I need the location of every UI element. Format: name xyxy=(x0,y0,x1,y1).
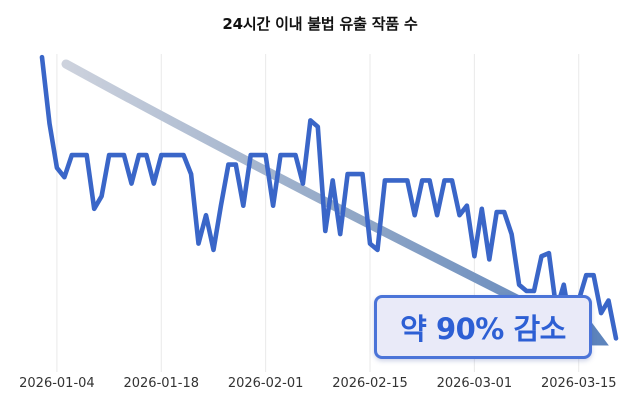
reduction-annotation: 약 90% 감소 xyxy=(374,295,592,359)
x-axis-label: 2026-01-18 xyxy=(123,376,200,391)
x-axis-label: 2026-01-04 xyxy=(19,376,95,391)
chart-title: 24시간 이내 불법 유출 작품 수 xyxy=(222,15,418,33)
x-axis-label: 2026-03-15 xyxy=(540,376,617,391)
data-line xyxy=(39,54,619,341)
reduction-annotation-text: 약 90% 감소 xyxy=(400,312,566,346)
x-axis-label: 2026-03-01 xyxy=(436,376,513,391)
x-axis-label: 2026-02-01 xyxy=(227,376,304,391)
x-axis-label: 2026-02-15 xyxy=(332,376,408,391)
